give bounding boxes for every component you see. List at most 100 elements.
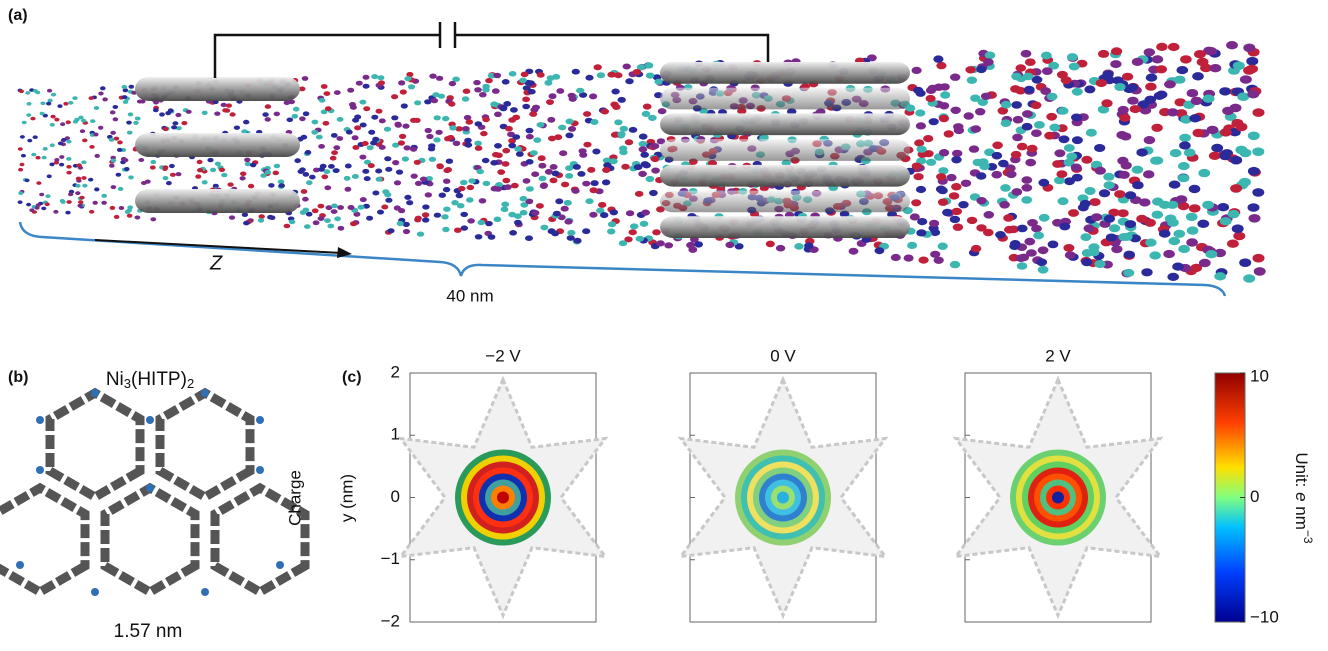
molecule [1136,148,1147,156]
molecule [582,181,590,187]
molecule [394,180,401,185]
molecule [1124,251,1135,259]
molecule [1114,190,1125,198]
molecule [404,76,411,81]
molecule [435,130,442,135]
molecule [1247,90,1259,99]
molecule [1001,119,1012,127]
molecule [1152,211,1163,219]
molecule [984,211,995,219]
molecule [1025,58,1036,66]
molecule [364,176,371,181]
molecule [564,219,572,225]
molecule [995,231,1006,239]
molecule [619,240,627,246]
molecule [585,75,593,81]
molecule [1088,243,1099,251]
molecule [240,172,246,177]
molecule [1066,153,1077,161]
molecule [165,111,171,115]
molecule [1151,124,1162,132]
molecule [59,155,64,159]
molecule [940,91,950,98]
molecule [614,119,622,125]
molecule [1179,141,1191,149]
molecule [608,221,616,227]
molecule [258,218,264,223]
molecule [368,163,375,168]
molecule [500,106,508,112]
molecule [1065,251,1076,259]
molecule [284,224,291,229]
molecule [556,88,564,94]
molecule [137,100,143,104]
molecule [1209,152,1221,160]
molecule [1230,104,1242,113]
molecule [1146,74,1157,82]
molecule [39,193,44,197]
molecule [163,165,169,169]
molecule [532,210,540,216]
molecule [169,164,175,168]
molecule [594,64,602,70]
molecule [1044,132,1055,140]
molecule [1023,73,1034,81]
molecule [1228,210,1240,218]
molecule [1022,123,1033,131]
molecule [197,168,203,172]
molecule [573,238,581,244]
molecule [1011,73,1022,81]
molecule [1167,201,1179,209]
molecule [526,186,534,192]
molecule [45,202,50,206]
molecule [100,86,106,90]
map-title: −2 V [485,346,521,365]
molecule [916,186,926,193]
molecule [384,127,391,132]
molecule [141,181,147,185]
molecule [460,212,468,217]
molecule [181,121,187,125]
molecule [398,140,405,145]
molecule [1152,55,1163,63]
molecule [531,171,539,177]
atom [36,416,44,424]
molecule [1243,66,1255,75]
molecule [992,142,1003,150]
molecule [171,125,177,129]
molecule [305,150,312,155]
molecule [530,150,538,156]
molecule [259,214,265,219]
molecule [411,174,418,179]
molecule [1226,41,1238,49]
molecule [299,116,306,121]
molecule [1252,188,1264,197]
molecule [1064,144,1075,152]
molecule [565,133,573,139]
molecule [1125,220,1136,228]
molecule [1119,114,1130,122]
title-part: 3 [124,376,131,391]
molecule [27,102,32,106]
molecule [638,171,647,177]
molecule [523,178,531,184]
molecule [1235,123,1247,132]
molecule [1253,254,1265,263]
molecule [1072,88,1083,96]
molecule [94,187,99,191]
molecule [1041,52,1052,60]
molecule [629,229,637,235]
molecule [587,167,595,173]
molecule [1071,164,1082,172]
molecule [917,146,927,153]
molecule [46,102,51,106]
molecule [20,135,25,139]
molecule [50,123,55,127]
length-label: 40 nm [446,286,493,305]
y-tick-label: 0 [391,487,400,506]
atom [146,416,154,424]
molecule [66,140,71,144]
molecule [502,79,510,85]
molecule [491,186,499,192]
molecule [395,123,402,128]
